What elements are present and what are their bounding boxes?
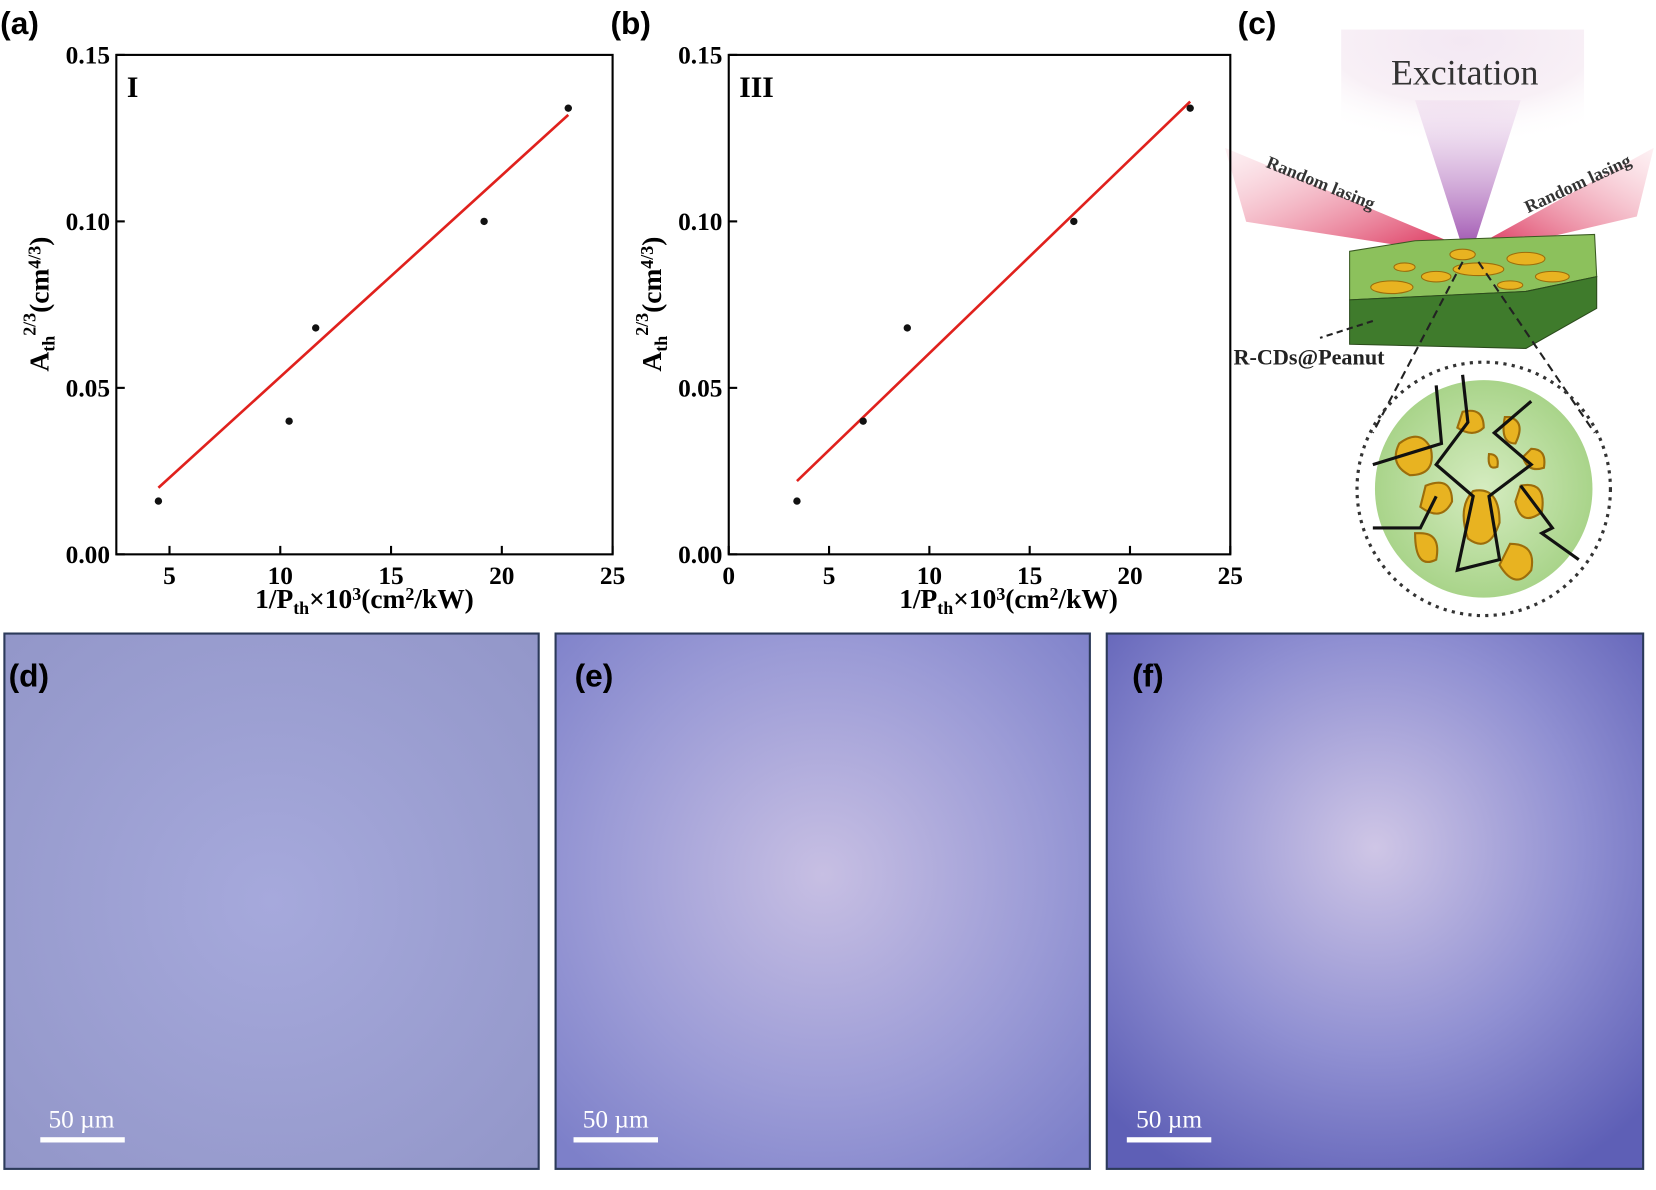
panel-label: (f) [1132,657,1164,693]
scale-bar [40,1137,125,1143]
scale-bar-label: 50 µm [583,1106,649,1134]
zoom-outline [1355,360,1613,618]
excitation-cone [1415,100,1521,252]
data-point [793,497,801,505]
x-axis-label: 1/Pth×103(cm2/kW) [899,584,1118,618]
fit-line [157,113,570,489]
panel-label: (d) [9,657,49,693]
y-tick-label: 0.10 [678,208,722,236]
annotation: I [127,72,139,104]
panel-label: (b) [610,5,650,41]
scatter-path [1434,374,1534,573]
sample-side [1349,275,1598,349]
x-tick-label: 0 [722,562,735,590]
scatter-path [1519,484,1580,561]
x-tick-label: 20 [489,562,514,590]
data-point [1186,104,1194,112]
data-point [859,417,867,425]
plots: 5 10 15 20 25 0.00 0.05 0.10 0.15 I 0 5 10 15 20 25 0.00… [66,41,1243,590]
data-point [154,497,163,505]
chart: 0 5 10 15 20 25 0.00 0.05 0.10 0.15 III [678,41,1243,590]
fit-line [796,100,1192,483]
annotation: III [739,72,774,104]
diagram-label: Excitation [1391,52,1539,92]
data-point [480,217,488,226]
pointer [1319,319,1374,339]
x-tick-label: 15 [1017,562,1042,590]
x-tick-label: 10 [917,562,942,590]
y-tick-label: 0.00 [66,541,110,569]
micrograph [1105,632,1645,1170]
y-axis-label: Ath2/3(cm4/3) [633,237,672,372]
data-point [285,417,293,425]
x-tick-label: 20 [1117,562,1142,590]
scatter-path [1372,495,1438,530]
panel-label: (e) [575,657,614,693]
zoom-line [1477,261,1596,434]
schematic: Excitation Random lasing Random lasing R… [1225,29,1654,618]
x-tick-label: 5 [163,562,176,590]
x-tick-label: 10 [268,562,293,590]
x-tick-label: 25 [1218,562,1243,590]
x-tick-label: 15 [378,562,403,590]
plot-frame [115,53,614,556]
scale-bar [1126,1137,1212,1143]
y-tick-label: 0.05 [678,374,722,402]
axis-labels: Ath2/3(cm4/3) 1/Pth×103(cm2/kW) Ath2/3(c… [20,237,1118,619]
lasing-beam [1225,147,1468,256]
y-tick-label: 0.15 [66,41,110,69]
micrograph [554,632,1091,1170]
micrograph [3,632,540,1170]
y-tick-label: 0.15 [678,41,722,69]
y-tick-label: 0.05 [66,374,110,402]
scatter-path [1372,385,1444,467]
y-tick-label: 0.10 [66,208,110,236]
x-axis-label: 1/Pth×103(cm2/kW) [255,584,474,618]
x-tick-label: 25 [600,562,625,590]
chart: 5 10 15 20 25 0.00 0.05 0.10 0.15 I [66,41,626,590]
particles [1370,248,1570,295]
zoom-line [1371,261,1464,434]
data-point [903,324,911,332]
data-point [312,324,320,332]
y-tick-label: 0.00 [678,541,722,569]
panel-label: (c) [1238,5,1277,41]
lasing-beam [1469,147,1654,256]
panel-label: (a) [0,5,39,41]
scale-bar-label: 50 µm [1136,1106,1202,1134]
data-point [1070,217,1078,226]
scale-bar-label: 50 µm [48,1106,114,1134]
x-tick-label: 5 [823,562,836,590]
scale-bar [573,1137,658,1143]
micrographs: (d) (e) (f) 50 µm 50 µm 50 µm [3,632,1645,1170]
plot-frame [727,53,1232,556]
diagram-label: R-CDs@Peanut [1233,344,1385,370]
y-axis-label: Ath2/3(cm4/3) [20,237,59,372]
data-point [564,104,572,112]
